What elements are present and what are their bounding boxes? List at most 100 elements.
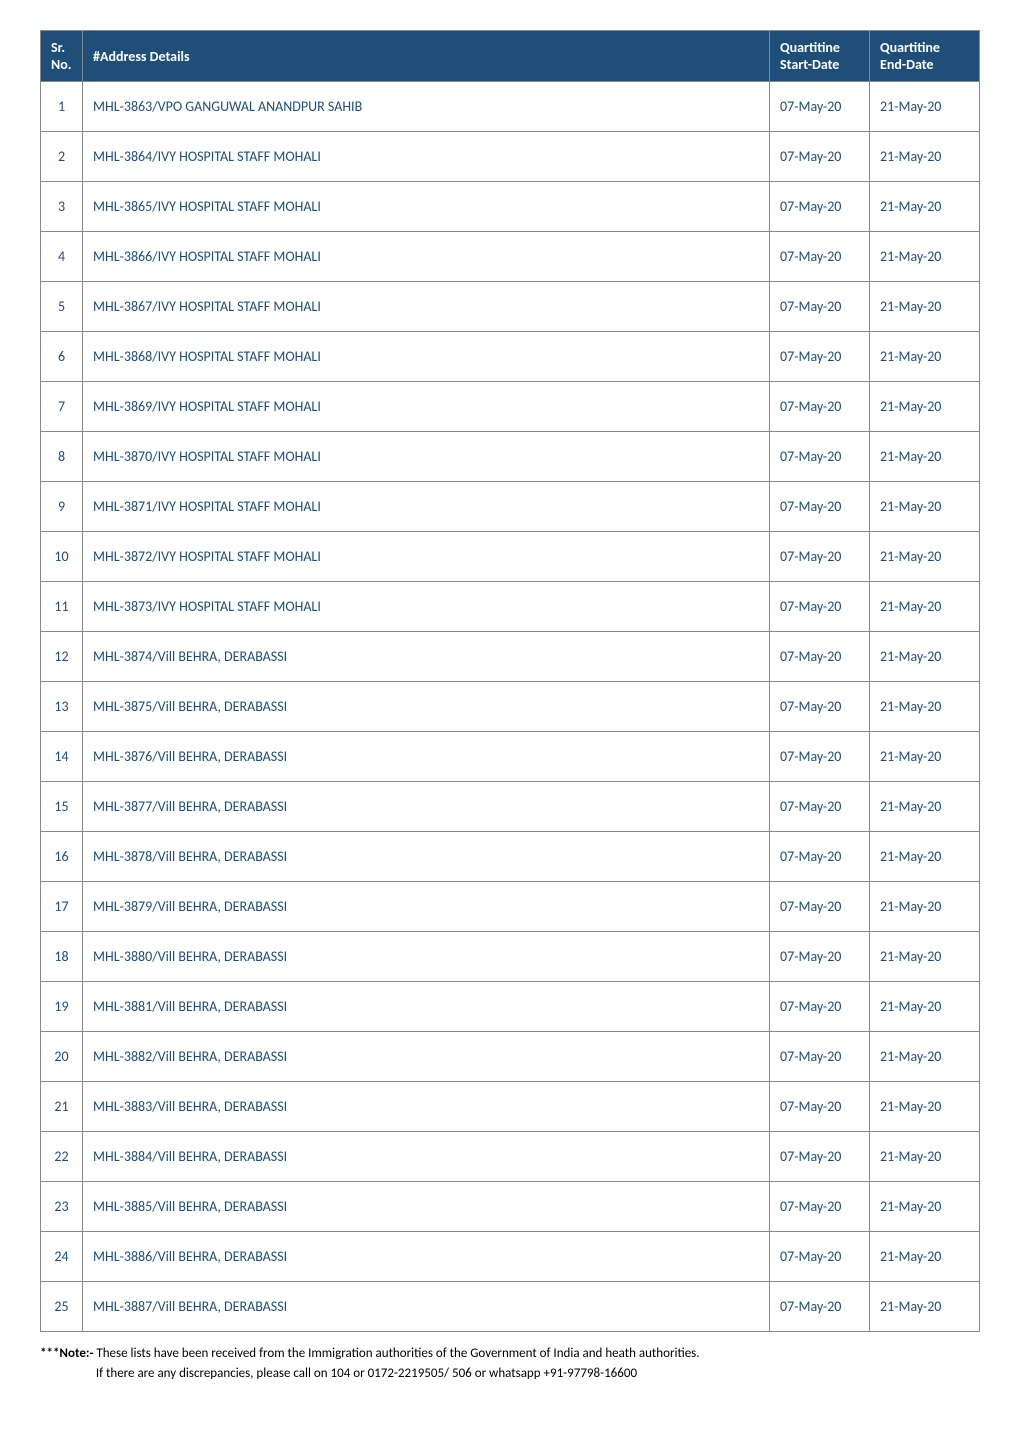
table-row: 18MHL-3880/Vill BEHRA, DERABASSI07-May-2… [41, 932, 980, 982]
cell-sr-no: 21 [41, 1082, 83, 1132]
cell-end-date: 21-May-20 [870, 1032, 980, 1082]
cell-address: MHL-3880/Vill BEHRA, DERABASSI [83, 932, 770, 982]
table-row: 9MHL-3871/IVY HOSPITAL STAFF MOHALI07-Ma… [41, 482, 980, 532]
footnote-line2: If there are any discrepancies, please c… [96, 1366, 637, 1381]
cell-start-date: 07-May-20 [770, 582, 870, 632]
cell-address: MHL-3875/Vill BEHRA, DERABASSI [83, 682, 770, 732]
cell-start-date: 07-May-20 [770, 682, 870, 732]
cell-sr-no: 23 [41, 1182, 83, 1232]
table-row: 2MHL-3864/IVY HOSPITAL STAFF MOHALI07-Ma… [41, 132, 980, 182]
table-row: 17MHL-3879/Vill BEHRA, DERABASSI07-May-2… [41, 882, 980, 932]
table-row: 14MHL-3876/Vill BEHRA, DERABASSI07-May-2… [41, 732, 980, 782]
table-row: 16MHL-3878/Vill BEHRA, DERABASSI07-May-2… [41, 832, 980, 882]
cell-sr-no: 14 [41, 732, 83, 782]
table-row: 4MHL-3866/IVY HOSPITAL STAFF MOHALI07-Ma… [41, 232, 980, 282]
header-end-line1: Quartitine [880, 39, 940, 56]
header-end-line2: End-Date [880, 56, 933, 73]
cell-address: MHL-3867/IVY HOSPITAL STAFF MOHALI [83, 282, 770, 332]
cell-sr-no: 3 [41, 182, 83, 232]
cell-end-date: 21-May-20 [870, 182, 980, 232]
header-start-line1: Quartitine [780, 39, 840, 56]
cell-end-date: 21-May-20 [870, 1232, 980, 1282]
cell-end-date: 21-May-20 [870, 432, 980, 482]
cell-start-date: 07-May-20 [770, 1182, 870, 1232]
cell-start-date: 07-May-20 [770, 232, 870, 282]
cell-address: MHL-3871/IVY HOSPITAL STAFF MOHALI [83, 482, 770, 532]
cell-start-date: 07-May-20 [770, 832, 870, 882]
cell-start-date: 07-May-20 [770, 932, 870, 982]
table-row: 25MHL-3887/Vill BEHRA, DERABASSI07-May-2… [41, 1282, 980, 1332]
footnote: ***Note:- These lists have been received… [40, 1344, 980, 1383]
cell-end-date: 21-May-20 [870, 832, 980, 882]
cell-address: MHL-3873/IVY HOSPITAL STAFF MOHALI [83, 582, 770, 632]
cell-start-date: 07-May-20 [770, 1232, 870, 1282]
cell-start-date: 07-May-20 [770, 282, 870, 332]
cell-address: MHL-3883/Vill BEHRA, DERABASSI [83, 1082, 770, 1132]
cell-end-date: 21-May-20 [870, 1082, 980, 1132]
cell-address: MHL-3866/IVY HOSPITAL STAFF MOHALI [83, 232, 770, 282]
cell-sr-no: 20 [41, 1032, 83, 1082]
cell-sr-no: 8 [41, 432, 83, 482]
cell-address: MHL-3876/Vill BEHRA, DERABASSI [83, 732, 770, 782]
table-row: 12MHL-3874/Vill BEHRA, DERABASSI07-May-2… [41, 632, 980, 682]
table-row: 6MHL-3868/IVY HOSPITAL STAFF MOHALI07-Ma… [41, 332, 980, 382]
cell-start-date: 07-May-20 [770, 532, 870, 582]
cell-end-date: 21-May-20 [870, 982, 980, 1032]
cell-end-date: 21-May-20 [870, 132, 980, 182]
cell-sr-no: 18 [41, 932, 83, 982]
cell-sr-no: 9 [41, 482, 83, 532]
cell-sr-no: 22 [41, 1132, 83, 1182]
header-start-date: Quartitine Start-Date [770, 31, 870, 82]
table-row: 11MHL-3873/IVY HOSPITAL STAFF MOHALI07-M… [41, 582, 980, 632]
cell-sr-no: 11 [41, 582, 83, 632]
cell-address: MHL-3881/Vill BEHRA, DERABASSI [83, 982, 770, 1032]
cell-end-date: 21-May-20 [870, 532, 980, 582]
table-body: 1MHL-3863/VPO GANGUWAL ANANDPUR SAHIB07-… [41, 82, 980, 1332]
cell-end-date: 21-May-20 [870, 332, 980, 382]
table-header: Sr. No. #Address Details Quartitine Star… [41, 31, 980, 82]
table-row: 21MHL-3883/Vill BEHRA, DERABASSI07-May-2… [41, 1082, 980, 1132]
cell-sr-no: 25 [41, 1282, 83, 1332]
cell-sr-no: 2 [41, 132, 83, 182]
footnote-prefix: ***Note:- [40, 1346, 96, 1361]
cell-end-date: 21-May-20 [870, 382, 980, 432]
table-row: 19MHL-3881/Vill BEHRA, DERABASSI07-May-2… [41, 982, 980, 1032]
header-sr-line1: Sr. [51, 39, 65, 56]
table-row: 23MHL-3885/Vill BEHRA, DERABASSI07-May-2… [41, 1182, 980, 1232]
cell-start-date: 07-May-20 [770, 1032, 870, 1082]
cell-end-date: 21-May-20 [870, 682, 980, 732]
cell-end-date: 21-May-20 [870, 1182, 980, 1232]
header-sr-no: Sr. No. [41, 31, 83, 82]
table-row: 1MHL-3863/VPO GANGUWAL ANANDPUR SAHIB07-… [41, 82, 980, 132]
cell-end-date: 21-May-20 [870, 82, 980, 132]
cell-address: MHL-3882/Vill BEHRA, DERABASSI [83, 1032, 770, 1082]
table-row: 20MHL-3882/Vill BEHRA, DERABASSI07-May-2… [41, 1032, 980, 1082]
cell-address: MHL-3864/IVY HOSPITAL STAFF MOHALI [83, 132, 770, 182]
cell-sr-no: 10 [41, 532, 83, 582]
cell-address: MHL-3869/IVY HOSPITAL STAFF MOHALI [83, 382, 770, 432]
cell-end-date: 21-May-20 [870, 632, 980, 682]
cell-end-date: 21-May-20 [870, 582, 980, 632]
header-start-line2: Start-Date [780, 56, 839, 73]
table-row: 7MHL-3869/IVY HOSPITAL STAFF MOHALI07-Ma… [41, 382, 980, 432]
cell-sr-no: 16 [41, 832, 83, 882]
cell-address: MHL-3863/VPO GANGUWAL ANANDPUR SAHIB [83, 82, 770, 132]
header-end-date: Quartitine End-Date [870, 31, 980, 82]
cell-start-date: 07-May-20 [770, 332, 870, 382]
cell-sr-no: 13 [41, 682, 83, 732]
table-row: 10MHL-3872/IVY HOSPITAL STAFF MOHALI07-M… [41, 532, 980, 582]
cell-sr-no: 6 [41, 332, 83, 382]
cell-end-date: 21-May-20 [870, 732, 980, 782]
cell-sr-no: 19 [41, 982, 83, 1032]
cell-sr-no: 17 [41, 882, 83, 932]
cell-end-date: 21-May-20 [870, 882, 980, 932]
footnote-line1: These lists have been received from the … [96, 1346, 699, 1361]
cell-start-date: 07-May-20 [770, 1282, 870, 1332]
cell-address: MHL-3885/Vill BEHRA, DERABASSI [83, 1182, 770, 1232]
cell-start-date: 07-May-20 [770, 882, 870, 932]
cell-start-date: 07-May-20 [770, 382, 870, 432]
cell-address: MHL-3872/IVY HOSPITAL STAFF MOHALI [83, 532, 770, 582]
cell-address: MHL-3868/IVY HOSPITAL STAFF MOHALI [83, 332, 770, 382]
cell-start-date: 07-May-20 [770, 732, 870, 782]
table-row: 5MHL-3867/IVY HOSPITAL STAFF MOHALI07-Ma… [41, 282, 980, 332]
